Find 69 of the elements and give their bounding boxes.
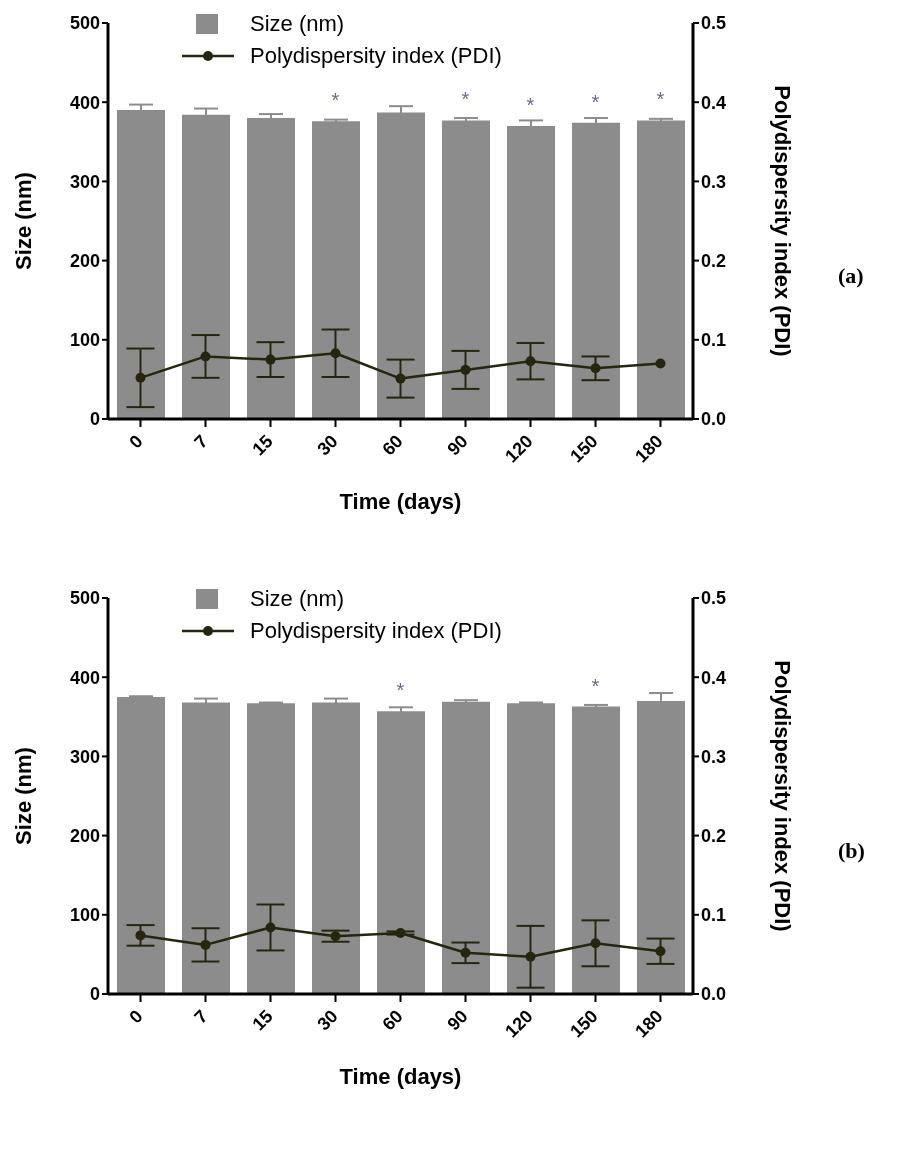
legend-label: Size (nm) <box>250 11 345 37</box>
x-tick-label: 7 <box>190 1006 212 1028</box>
bar <box>377 711 425 994</box>
annotation: * <box>526 93 535 116</box>
annotation: * <box>591 90 600 113</box>
bar <box>507 703 555 994</box>
x-tick-label: 180 <box>631 1006 667 1042</box>
bar <box>117 697 165 994</box>
bar <box>442 701 490 994</box>
x-tick-label: 30 <box>313 431 342 460</box>
bar <box>182 702 230 994</box>
y2-tick-label: 0.1 <box>701 330 727 351</box>
y-axis-title: Size (nm) <box>10 747 36 845</box>
y-tick-label: 200 <box>69 825 100 846</box>
y-tick-label: 0 <box>89 984 100 1005</box>
legend-label: Polydispersity index (PDI) <box>250 43 502 69</box>
y2-tick-label: 0.4 <box>701 667 727 688</box>
x-tick-label: 150 <box>566 431 602 467</box>
x-tick-label: 90 <box>443 1006 472 1035</box>
y2-axis-title: Polydispersity index (PDI) <box>770 85 796 357</box>
y2-tick-label: 0.5 <box>701 588 727 609</box>
y2-tick-label: 0.0 <box>701 409 727 430</box>
legend-label: Polydispersity index (PDI) <box>250 618 502 644</box>
bar <box>247 703 295 994</box>
y2-axis-title: Polydispersity index (PDI) <box>770 660 796 932</box>
y-tick-label: 100 <box>69 330 100 351</box>
y2-tick-label: 0.3 <box>701 746 727 767</box>
y-axis-title: Size (nm) <box>10 172 36 270</box>
y2-tick-label: 0.4 <box>701 92 727 113</box>
x-tick-label: 60 <box>378 431 407 460</box>
x-tick-label: 15 <box>248 431 277 460</box>
y2-tick-label: 0.0 <box>701 984 727 1005</box>
x-tick-label: 30 <box>313 1006 342 1035</box>
x-tick-label: 7 <box>190 431 212 453</box>
y-tick-label: 100 <box>69 905 100 926</box>
y-tick-label: 300 <box>69 171 100 192</box>
x-tick-label: 180 <box>631 431 667 467</box>
x-axis-title: Time (days) <box>339 1064 462 1089</box>
y2-tick-label: 0.3 <box>701 171 727 192</box>
y-tick-label: 300 <box>69 746 100 767</box>
text: (b) <box>838 838 865 864</box>
y2-tick-label: 0.2 <box>701 250 727 271</box>
bar <box>312 702 360 994</box>
x-tick-label: 120 <box>501 1006 537 1042</box>
y-tick-label: 500 <box>69 13 100 34</box>
annotation: * <box>461 88 470 111</box>
y-tick-label: 400 <box>69 92 100 113</box>
y2-tick-label: 0.2 <box>701 825 727 846</box>
y-tick-label: 500 <box>69 588 100 609</box>
y-tick-label: 200 <box>69 250 100 271</box>
annotation: * <box>591 674 600 697</box>
x-tick-label: 120 <box>501 431 537 467</box>
x-tick-label: 60 <box>378 1006 407 1035</box>
legend-label: Size (nm) <box>250 586 345 612</box>
y2-tick-label: 0.5 <box>701 13 727 34</box>
y-tick-label: 0 <box>89 409 100 430</box>
x-tick-label: 0 <box>125 1006 147 1028</box>
text: (a) <box>838 263 864 289</box>
annotation: * <box>396 679 405 702</box>
bar <box>572 706 620 994</box>
x-axis-title: Time (days) <box>339 489 462 514</box>
x-tick-label: 0 <box>125 431 147 453</box>
annotation: * <box>656 88 665 111</box>
annotation: * <box>331 89 340 112</box>
y2-tick-label: 0.1 <box>701 905 727 926</box>
y-tick-label: 400 <box>69 667 100 688</box>
x-tick-label: 15 <box>248 1006 277 1035</box>
x-tick-label: 90 <box>443 431 472 460</box>
x-tick-label: 150 <box>566 1006 602 1042</box>
